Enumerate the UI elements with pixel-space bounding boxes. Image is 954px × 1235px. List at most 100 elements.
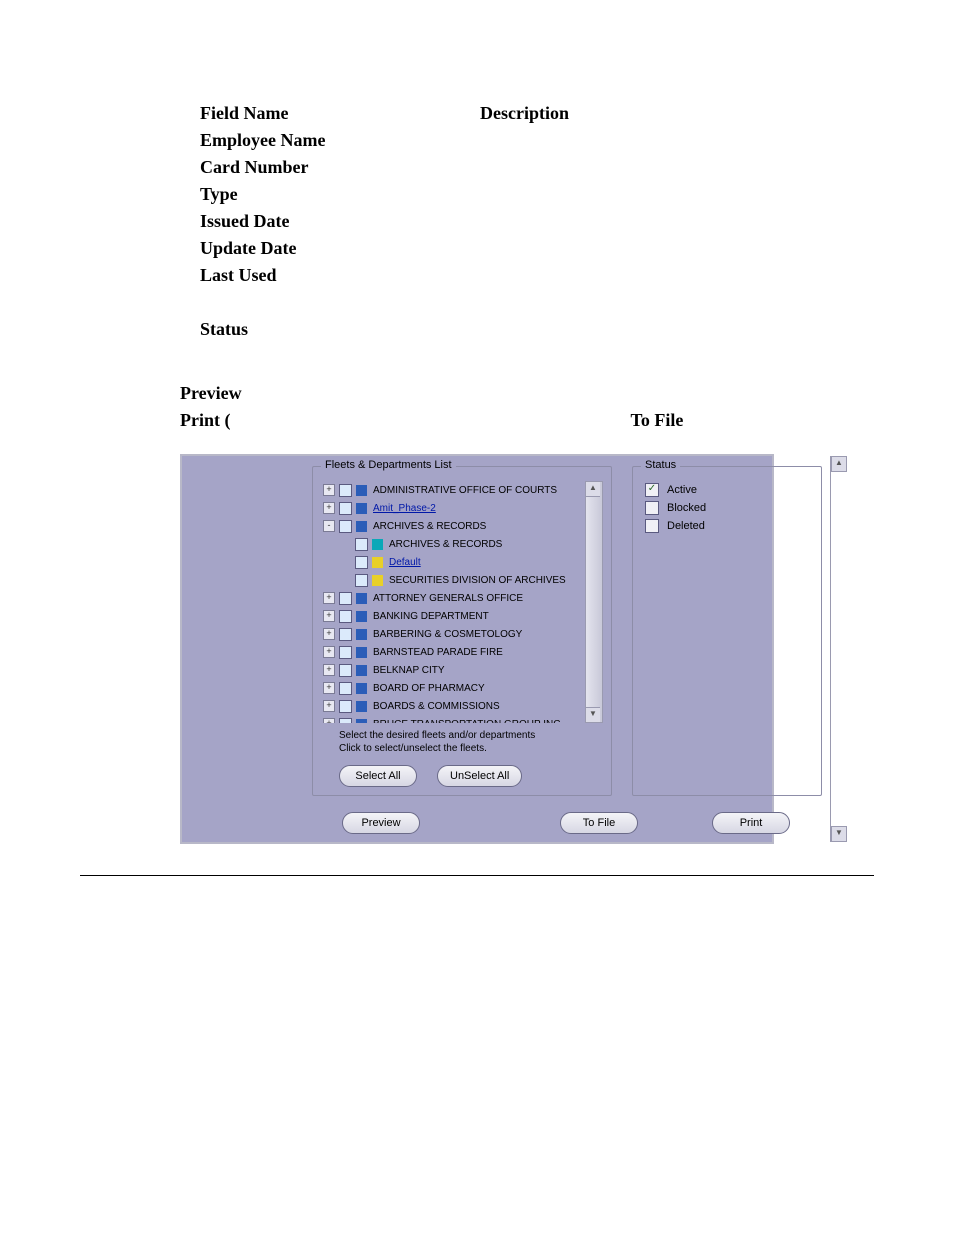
tree-item[interactable]: + BARBERING & COSMETOLOGY bbox=[321, 625, 583, 643]
tree-checkbox[interactable] bbox=[339, 520, 352, 533]
status-checkbox[interactable] bbox=[645, 501, 659, 515]
expand-icon[interactable]: + bbox=[323, 718, 335, 723]
expand-icon[interactable]: + bbox=[323, 664, 335, 676]
tree-item-label[interactable]: BOARDS & COMMISSIONS bbox=[373, 701, 500, 712]
select-all-button[interactable]: Select All bbox=[339, 765, 417, 787]
status-item[interactable]: ✓ Active bbox=[645, 481, 813, 499]
tree-item[interactable]: + ADMINISTRATIVE OFFICE OF COURTS bbox=[321, 481, 583, 499]
field-update-date: Update Date bbox=[200, 235, 480, 262]
tree-checkbox[interactable] bbox=[339, 484, 352, 497]
tree-item-label[interactable]: Amit_Phase-2 bbox=[373, 503, 436, 514]
tree-scrollbar[interactable]: ▲ ▼ bbox=[585, 481, 603, 723]
field-last-used: Last Used bbox=[200, 262, 480, 289]
expand-icon[interactable]: + bbox=[323, 592, 335, 604]
expand-icon[interactable]: + bbox=[323, 700, 335, 712]
folder-icon bbox=[372, 557, 383, 568]
to-file-button[interactable]: To File bbox=[560, 812, 638, 834]
folder-icon bbox=[356, 665, 367, 676]
status-legend: Status bbox=[641, 459, 680, 471]
bottom-button-bar: Preview To File Print bbox=[342, 812, 790, 834]
status-checkbox[interactable]: ✓ bbox=[645, 483, 659, 497]
tree-item[interactable]: Default bbox=[339, 553, 583, 571]
tree-item-label[interactable]: ATTORNEY GENERALS OFFICE bbox=[373, 593, 523, 604]
tree-item-label[interactable]: ARCHIVES & RECORDS bbox=[373, 521, 486, 532]
expander-blank bbox=[341, 539, 351, 549]
tree-checkbox[interactable] bbox=[339, 664, 352, 677]
folder-icon bbox=[372, 575, 383, 586]
tree-checkbox[interactable] bbox=[355, 556, 368, 569]
tree-item[interactable]: - ARCHIVES & RECORDS bbox=[321, 517, 583, 535]
expand-icon[interactable]: + bbox=[323, 610, 335, 622]
tree-item[interactable]: + BOARD OF PHARMACY bbox=[321, 679, 583, 697]
status-item-label: Deleted bbox=[667, 520, 705, 532]
tree-checkbox[interactable] bbox=[339, 718, 352, 724]
scroll-up-icon[interactable]: ▲ bbox=[586, 482, 600, 497]
tree-item-label[interactable]: BRUCE TRANSPORTATION GROUP INC bbox=[373, 719, 560, 724]
status-item[interactable]: Deleted bbox=[645, 517, 813, 535]
tree-item[interactable]: + BARNSTEAD PARADE FIRE bbox=[321, 643, 583, 661]
panel-scroll-up-icon[interactable]: ▲ bbox=[831, 456, 847, 472]
panel-scroll-down-icon[interactable]: ▼ bbox=[831, 826, 847, 842]
tree-item-label[interactable]: BANKING DEPARTMENT bbox=[373, 611, 489, 622]
tree-item[interactable]: SECURITIES DIVISION OF ARCHIVES bbox=[339, 571, 583, 589]
status-item-label: Active bbox=[667, 484, 697, 496]
tree-checkbox[interactable] bbox=[355, 538, 368, 551]
collapse-icon[interactable]: - bbox=[323, 520, 335, 532]
tree-item[interactable]: + BELKNAP CITY bbox=[321, 661, 583, 679]
tree-checkbox[interactable] bbox=[339, 610, 352, 623]
tree-item-label[interactable]: ADMINISTRATIVE OFFICE OF COURTS bbox=[373, 485, 557, 496]
expand-icon[interactable]: + bbox=[323, 628, 335, 640]
folder-icon bbox=[356, 593, 367, 604]
tree-item[interactable]: + BANKING DEPARTMENT bbox=[321, 607, 583, 625]
tree-item[interactable]: + Amit_Phase-2 bbox=[321, 499, 583, 517]
tree-checkbox[interactable] bbox=[339, 646, 352, 659]
scroll-down-icon[interactable]: ▼ bbox=[586, 707, 600, 722]
expand-icon[interactable]: + bbox=[323, 682, 335, 694]
print-heading: Print ( bbox=[180, 407, 230, 434]
folder-icon bbox=[356, 611, 367, 622]
print-button[interactable]: Print bbox=[712, 812, 790, 834]
tree-item[interactable]: ARCHIVES & RECORDS bbox=[339, 535, 583, 553]
field-definitions: Field Name Description Employee Name Car… bbox=[200, 100, 874, 289]
tree-item[interactable]: + ATTORNEY GENERALS OFFICE bbox=[321, 589, 583, 607]
hint-text: Select the desired fleets and/or departm… bbox=[339, 729, 603, 755]
tree-item-label[interactable]: BOARD OF PHARMACY bbox=[373, 683, 485, 694]
tree-item[interactable]: + BRUCE TRANSPORTATION GROUP INC bbox=[321, 715, 583, 723]
tree-checkbox[interactable] bbox=[339, 628, 352, 641]
field-type: Type bbox=[200, 181, 480, 208]
tree-container: + ADMINISTRATIVE OFFICE OF COURTS + Amit_Ph… bbox=[321, 481, 603, 723]
tree-item-label[interactable]: SECURITIES DIVISION OF ARCHIVES bbox=[389, 575, 566, 586]
expand-icon[interactable]: + bbox=[323, 502, 335, 514]
app-inner: Fleets & Departments List +ADMINISTRATIV… bbox=[182, 456, 830, 842]
status-groupbox: Status ✓ActiveBlockedDeleted bbox=[632, 466, 822, 796]
folder-icon bbox=[356, 521, 367, 532]
select-buttons-row: Select All UnSelect All bbox=[339, 765, 603, 787]
tree-item-label[interactable]: ARCHIVES & RECORDS bbox=[389, 539, 502, 550]
panel-scrollbar[interactable]: ▲ ▼ bbox=[830, 456, 831, 842]
expand-icon[interactable]: + bbox=[323, 646, 335, 658]
expand-icon[interactable]: + bbox=[323, 484, 335, 496]
app-panel: Fleets & Departments List +ADMINISTRATIV… bbox=[180, 454, 774, 844]
field-card-number: Card Number bbox=[200, 154, 480, 181]
tree-item[interactable]: + BOARDS & COMMISSIONS bbox=[321, 697, 583, 715]
field-employee-name: Employee Name bbox=[200, 127, 480, 154]
tree-item-label[interactable]: BARBERING & COSMETOLOGY bbox=[373, 629, 522, 640]
tree-checkbox[interactable] bbox=[339, 502, 352, 515]
status-item[interactable]: Blocked bbox=[645, 499, 813, 517]
tree-checkbox[interactable] bbox=[355, 574, 368, 587]
page-footer-rule bbox=[80, 875, 874, 876]
status-checkbox[interactable] bbox=[645, 519, 659, 533]
tree-item-label[interactable]: Default bbox=[389, 557, 421, 568]
unselect-all-button[interactable]: UnSelect All bbox=[437, 765, 522, 787]
tree-checkbox[interactable] bbox=[339, 700, 352, 713]
tree-item-label[interactable]: BARNSTEAD PARADE FIRE bbox=[373, 647, 503, 658]
tree-item-label[interactable]: BELKNAP CITY bbox=[373, 665, 445, 676]
tree-checkbox[interactable] bbox=[339, 682, 352, 695]
tree-checkbox[interactable] bbox=[339, 592, 352, 605]
fleet-tree[interactable]: + ADMINISTRATIVE OFFICE OF COURTS + Amit_Ph… bbox=[321, 481, 603, 723]
preview-button[interactable]: Preview bbox=[342, 812, 420, 834]
status-list: ✓ Active Blocked Deleted bbox=[641, 481, 813, 535]
folder-icon bbox=[356, 701, 367, 712]
field-issued-date: Issued Date bbox=[200, 208, 480, 235]
folder-icon bbox=[356, 503, 367, 514]
